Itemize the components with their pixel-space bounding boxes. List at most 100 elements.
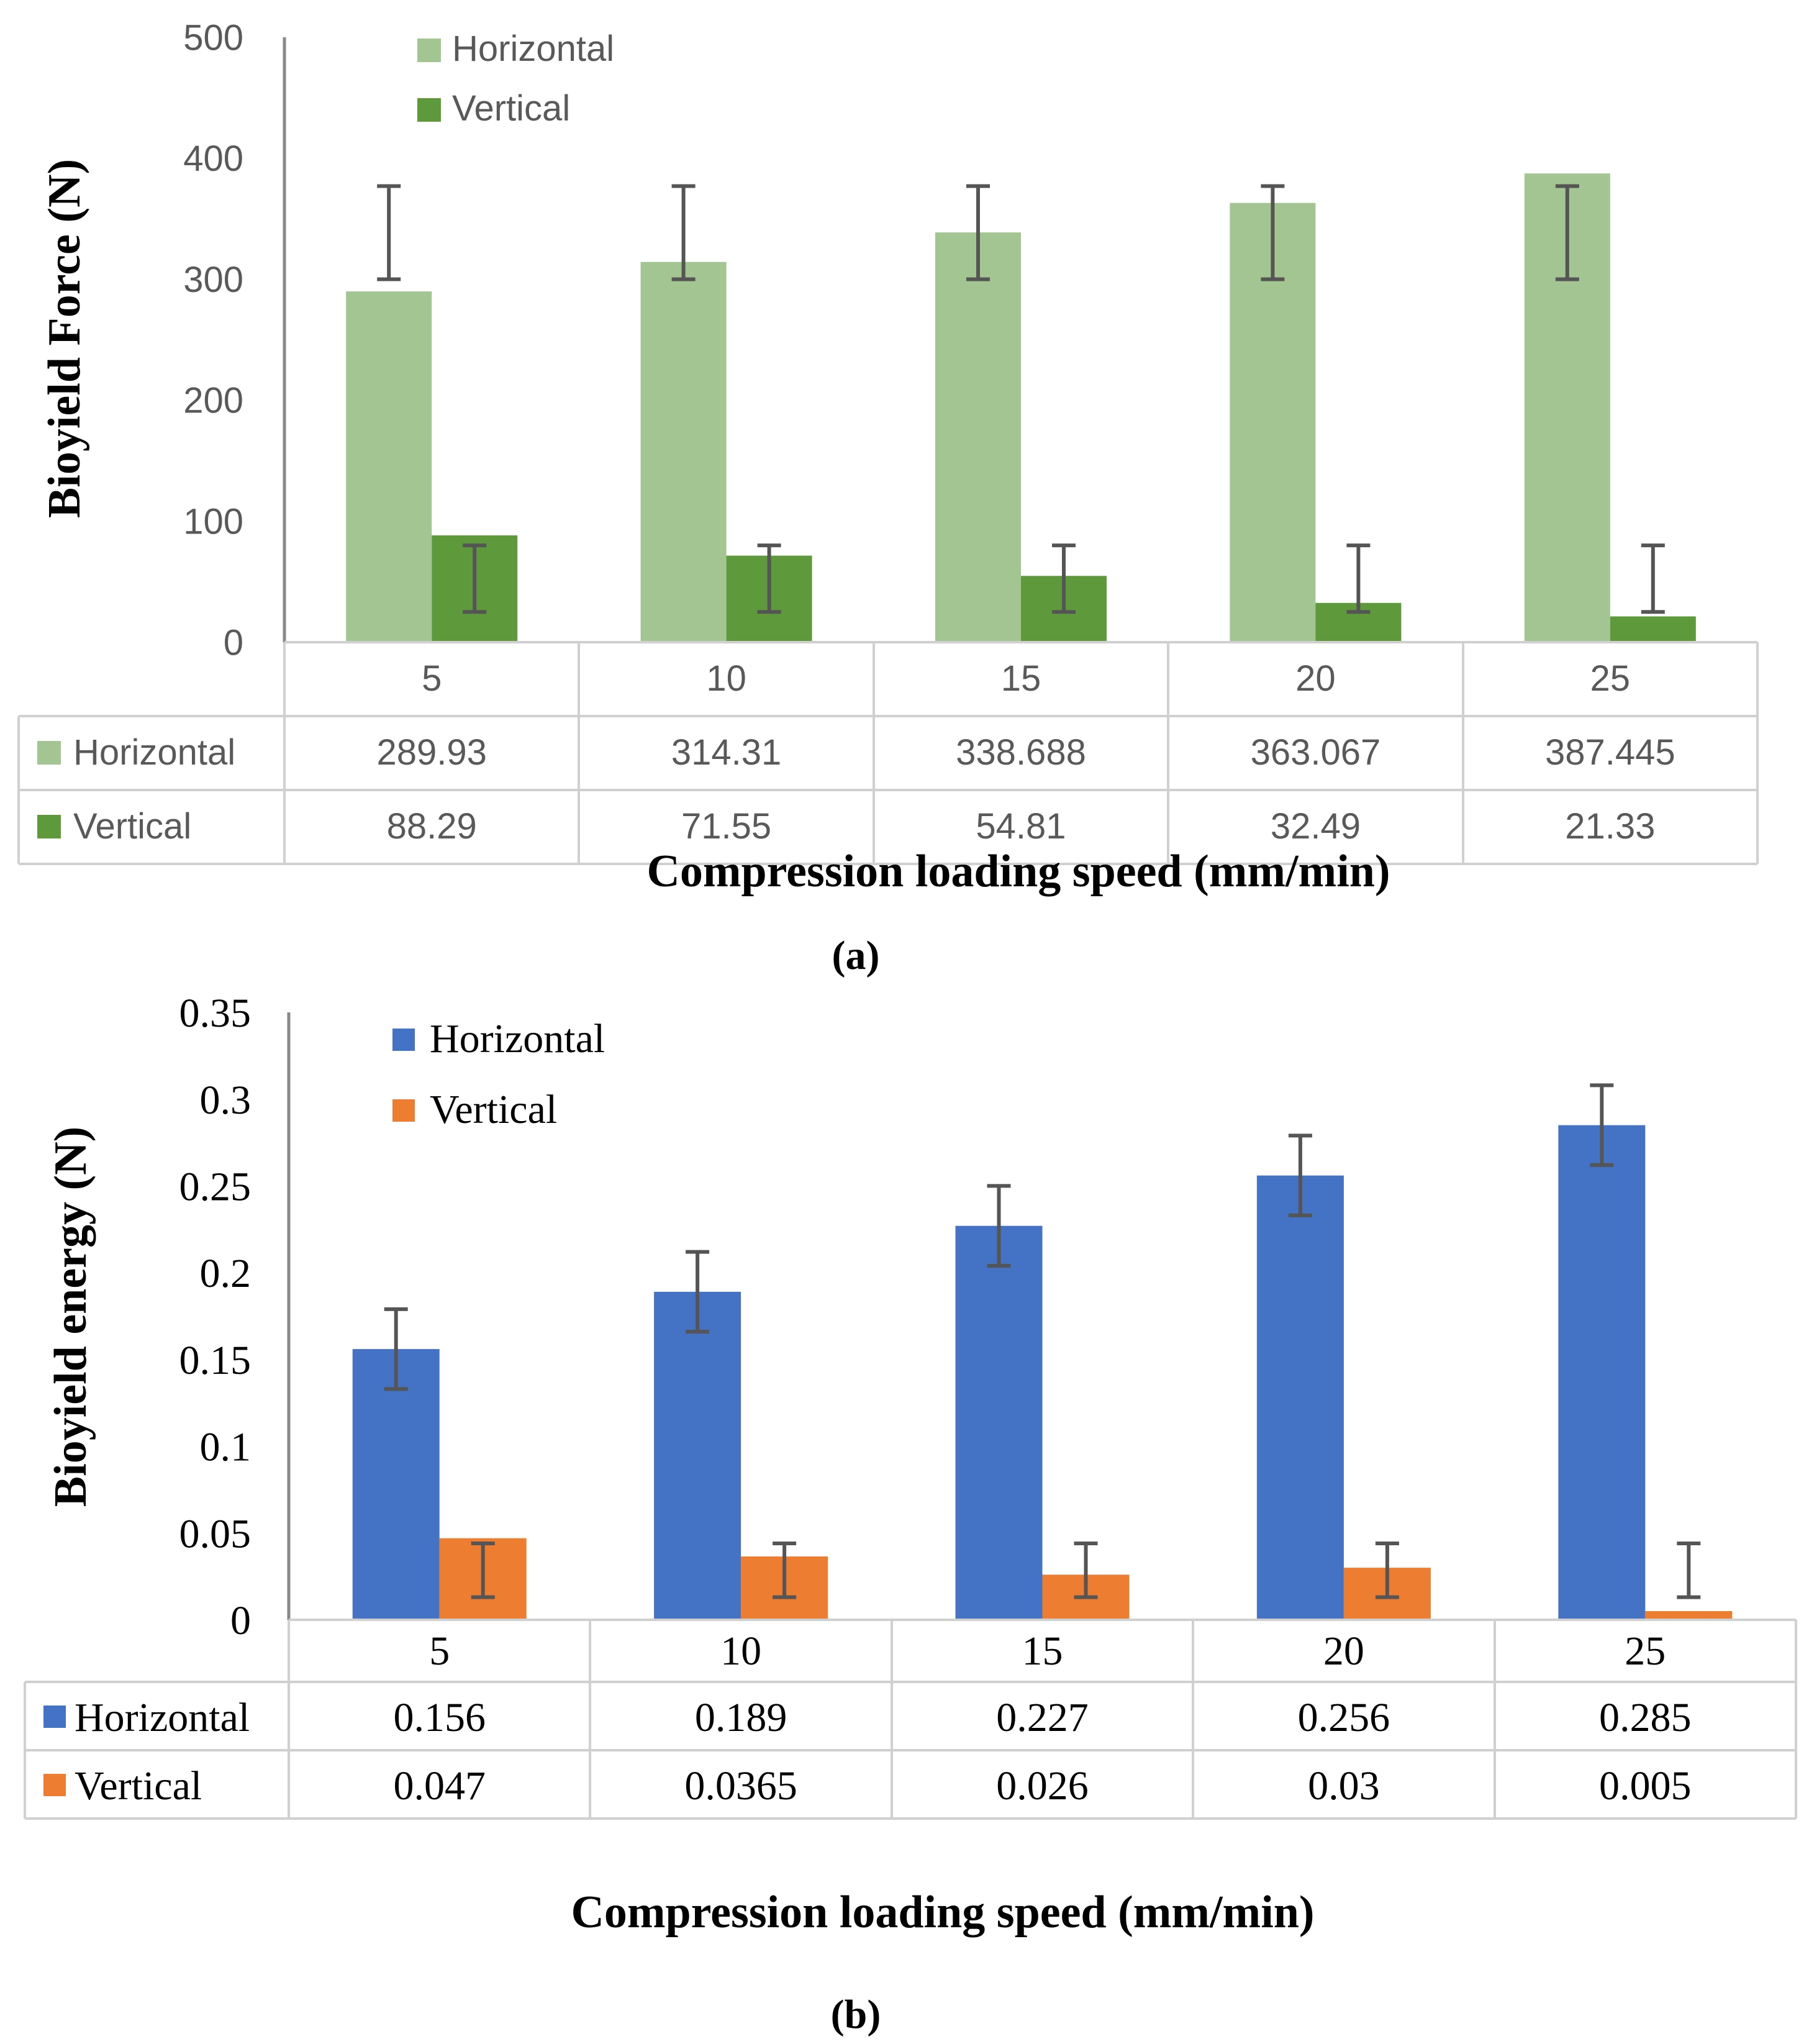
chart-a-table-value-horizontal: 338.688 — [956, 732, 1086, 773]
chart-b-category-label: 15 — [1022, 1628, 1063, 1674]
chart-a-ytick-label: 0 — [224, 622, 243, 663]
chart-a-ytick-label: 100 — [183, 502, 243, 542]
chart-b-category-label: 5 — [429, 1628, 450, 1674]
chart-a-y-axis-label: Bioyield Force (N) — [39, 159, 90, 518]
chart-a-errorbar-vertical-5 — [463, 543, 487, 614]
chart-a-ytick-label: 200 — [183, 381, 243, 421]
chart-a-category-label: 10 — [706, 658, 746, 699]
chart-b-ytick-label: 0.2 — [200, 1251, 252, 1296]
chart-b-ytick-label: 0.35 — [179, 991, 252, 1036]
chart-b-yticks: 0 0.05 0.1 0.15 0.2 0.25 0.3 0.35 — [179, 991, 252, 1643]
chart-b-legend-horizontal: Horizontal — [430, 1016, 605, 1061]
chart-a-bars — [346, 173, 1696, 642]
chart-a-table-value-horizontal: 289.93 — [376, 732, 486, 773]
chart-b-bar-horizontal-5 — [352, 1349, 440, 1620]
chart-b-table-value-horizontal: 0.189 — [695, 1695, 787, 1740]
chart-b-table-value-vertical: 0.047 — [393, 1763, 486, 1809]
chart-a-x-axis-label: Compression loading speed (mm/min) — [646, 846, 1390, 897]
chart-b-table-value-vertical: 0.03 — [1308, 1763, 1380, 1809]
chart-b-table-swatch-vertical — [43, 1774, 66, 1796]
chart-b-legend-vertical: Vertical — [430, 1087, 557, 1132]
chart-a-table-value-vertical: 88.29 — [387, 806, 477, 847]
chart-b-category-label: 10 — [720, 1628, 761, 1674]
chart-b-data-table — [24, 1619, 1797, 1820]
chart-b-bar-horizontal-10 — [654, 1291, 741, 1620]
chart-b-y-axis-label: Bioyield energy (N) — [45, 1127, 96, 1507]
chart-a-legend: Horizontal Vertical — [417, 29, 614, 129]
chart-a-errorbar-horizontal-25 — [1555, 184, 1579, 281]
chart-a-table-value-vertical: 71.55 — [681, 806, 771, 847]
chart-b-errorbar-vertical-15 — [1074, 1542, 1098, 1599]
chart-b-bar-horizontal-15 — [955, 1225, 1043, 1620]
chart-a-errorbar-vertical-15 — [1052, 543, 1076, 614]
chart-b-table-value-vertical: 0.0365 — [684, 1763, 797, 1809]
chart-a-category-label: 20 — [1295, 658, 1336, 699]
chart-b-errorbar-vertical-20 — [1375, 1542, 1399, 1599]
chart-a-legend-horizontal: Horizontal — [452, 29, 614, 69]
chart-a: 0 100 200 300 400 500 Bioyield Force (N) Hori… — [17, 17, 1759, 978]
chart-b-x-axis-label: Compression loading speed (mm/min) — [571, 1887, 1314, 1938]
chart-a-ytick-label: 400 — [183, 139, 243, 179]
chart-a-table-value-vertical: 21.33 — [1565, 806, 1655, 847]
chart-b-errorbar-vertical-5 — [471, 1542, 495, 1599]
chart-b-errorbar-horizontal-5 — [384, 1307, 408, 1391]
chart-a-errorbar-horizontal-10 — [671, 184, 696, 281]
chart-a-table-swatch-vertical — [37, 815, 61, 838]
chart-b-bar-horizontal-20 — [1256, 1175, 1344, 1620]
chart-b-errorbar-horizontal-25 — [1590, 1083, 1614, 1167]
chart-b-errorbar-vertical-25 — [1677, 1542, 1701, 1599]
chart-a-yticks: 0 100 200 300 400 500 — [183, 17, 243, 663]
chart-a-table-value-vertical: 54.81 — [976, 806, 1066, 847]
chart-a-errorbar-horizontal-5 — [377, 184, 401, 281]
chart-b-ytick-label: 0.1 — [200, 1425, 252, 1470]
chart-b-table-value-vertical: 0.026 — [996, 1763, 1089, 1809]
chart-b-table-row-label-horizontal: Horizontal — [75, 1695, 250, 1740]
chart-b-ytick-label: 0.3 — [200, 1078, 252, 1123]
chart-a-table-value-horizontal: 314.31 — [671, 732, 781, 773]
chart-a-category-label: 25 — [1590, 658, 1631, 699]
chart-a-table-swatch-horizontal — [37, 741, 61, 765]
chart-a-errorbar-horizontal-15 — [966, 184, 990, 281]
chart-b-errorbar-horizontal-10 — [686, 1250, 710, 1334]
chart-a-bar-horizontal-5 — [346, 291, 432, 642]
chart-a-error-bars — [377, 184, 1665, 614]
chart-b-table-value-horizontal: 0.227 — [996, 1695, 1089, 1740]
chart-b-bars — [352, 1125, 1733, 1620]
chart-a-table-value-horizontal: 387.445 — [1545, 732, 1675, 773]
chart-b: 0 0.05 0.1 0.15 0.2 0.25 0.3 0.35 Bioyield ener… — [24, 991, 1797, 2037]
chart-b-table-value-vertical: 0.005 — [1599, 1763, 1692, 1809]
chart-a-ytick-label: 300 — [183, 260, 243, 300]
chart-a-ytick-label: 500 — [183, 17, 243, 58]
chart-a-bar-horizontal-10 — [640, 261, 727, 642]
chart-b-bar-horizontal-25 — [1558, 1125, 1646, 1620]
chart-b-table-row-label-vertical: Vertical — [75, 1763, 202, 1809]
chart-b-errorbar-horizontal-20 — [1288, 1133, 1312, 1217]
chart-a-bar-vertical-25 — [1610, 616, 1696, 642]
chart-b-panel-label: (b) — [831, 1992, 881, 2037]
chart-a-table-row-label-vertical: Vertical — [73, 806, 191, 847]
chart-b-ytick-label: 0.05 — [179, 1511, 252, 1556]
chart-b-table-value-horizontal: 0.156 — [393, 1695, 486, 1740]
chart-a-category-label: 5 — [422, 658, 442, 699]
chart-b-legend-swatch-vertical — [392, 1099, 415, 1122]
chart-b-category-label: 25 — [1625, 1628, 1666, 1674]
chart-b-errorbar-horizontal-15 — [987, 1184, 1011, 1268]
chart-b-ytick-label: 0.25 — [179, 1165, 252, 1210]
chart-a-errorbar-horizontal-20 — [1261, 184, 1285, 281]
chart-b-error-bars — [384, 1083, 1701, 1599]
chart-a-errorbar-vertical-10 — [757, 543, 781, 614]
chart-b-table-swatch-horizontal — [43, 1706, 66, 1728]
chart-a-category-label: 15 — [1001, 658, 1041, 699]
chart-b-legend: Horizontal Vertical — [392, 1016, 605, 1132]
chart-b-category-label: 20 — [1323, 1628, 1364, 1674]
chart-a-legend-swatch-horizontal — [417, 39, 441, 62]
chart-a-legend-swatch-vertical — [417, 98, 441, 122]
chart-b-table-value-horizontal: 0.285 — [1599, 1695, 1692, 1740]
chart-a-bar-horizontal-15 — [935, 232, 1021, 642]
chart-b-ytick-label: 0.15 — [179, 1338, 252, 1383]
chart-a-panel-label: (a) — [832, 933, 880, 978]
chart-a-table-value-vertical: 32.49 — [1271, 806, 1361, 847]
chart-b-legend-swatch-horizontal — [392, 1029, 415, 1051]
chart-a-errorbar-vertical-20 — [1346, 543, 1371, 614]
